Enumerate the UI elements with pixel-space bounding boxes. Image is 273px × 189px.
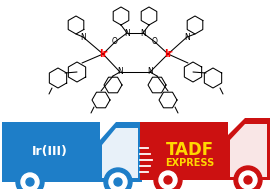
Text: N: N <box>124 29 130 37</box>
Circle shape <box>21 173 39 189</box>
Circle shape <box>109 173 127 189</box>
Circle shape <box>16 168 44 189</box>
Circle shape <box>154 166 182 189</box>
Text: Ir: Ir <box>99 49 107 59</box>
Circle shape <box>104 168 132 189</box>
Polygon shape <box>102 128 138 178</box>
Circle shape <box>244 176 252 184</box>
Text: N: N <box>184 33 190 42</box>
Text: N: N <box>140 29 146 37</box>
Circle shape <box>159 171 177 189</box>
Circle shape <box>164 176 172 184</box>
Polygon shape <box>100 122 142 182</box>
Text: O: O <box>112 37 118 46</box>
Polygon shape <box>230 124 267 177</box>
Circle shape <box>26 178 34 186</box>
Text: O: O <box>152 37 158 46</box>
Bar <box>140 122 228 180</box>
Bar <box>2 122 100 182</box>
Circle shape <box>239 171 257 189</box>
Text: N: N <box>147 67 153 77</box>
Circle shape <box>234 166 262 189</box>
Text: Ir: Ir <box>164 49 172 59</box>
Text: N: N <box>80 33 86 42</box>
Text: EXPRESS: EXPRESS <box>165 158 215 168</box>
Text: N: N <box>117 67 123 77</box>
Circle shape <box>114 178 122 186</box>
Text: Ir(III): Ir(III) <box>32 146 68 159</box>
Text: TADF: TADF <box>166 141 214 159</box>
Polygon shape <box>228 118 270 180</box>
